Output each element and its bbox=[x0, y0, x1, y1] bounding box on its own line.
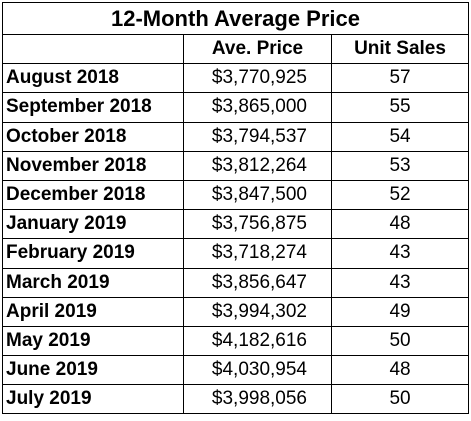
units-column-header: Unit Sales bbox=[330, 33, 470, 65]
table-row: October 2018 $3,794,537 54 bbox=[2, 121, 470, 152]
price-cell: $3,865,000 bbox=[183, 92, 332, 123]
units-cell: 57 bbox=[330, 63, 470, 94]
table-row: December 2018 $3,847,500 52 bbox=[2, 179, 470, 211]
units-cell: 43 bbox=[330, 267, 470, 298]
units-cell: 50 bbox=[330, 384, 470, 415]
table-row: August 2018 $3,770,925 57 bbox=[2, 63, 470, 94]
month-cell: August 2018 bbox=[2, 63, 184, 94]
table-title: 12-Month Average Price bbox=[1, 2, 470, 35]
units-cell: 52 bbox=[330, 179, 470, 211]
table-row: June 2019 $4,030,954 48 bbox=[2, 355, 470, 386]
price-column-header: Ave. Price bbox=[183, 33, 332, 65]
units-cell: 48 bbox=[330, 355, 470, 386]
table-row: July 2019 $3,998,056 50 bbox=[2, 384, 470, 415]
month-cell: December 2018 bbox=[2, 179, 184, 211]
month-cell: February 2019 bbox=[2, 238, 184, 269]
price-cell: $4,182,616 bbox=[183, 325, 332, 357]
price-cell: $3,794,537 bbox=[183, 121, 332, 152]
price-cell: $3,998,056 bbox=[183, 384, 332, 415]
month-cell: April 2019 bbox=[2, 296, 184, 327]
month-cell: January 2019 bbox=[2, 209, 184, 240]
units-cell: 54 bbox=[330, 121, 470, 152]
month-cell: March 2019 bbox=[2, 267, 184, 298]
table-row: January 2019 $3,756,875 48 bbox=[2, 209, 470, 240]
units-cell: 48 bbox=[330, 209, 470, 240]
price-cell: $4,030,954 bbox=[183, 355, 332, 386]
table-row: September 2018 $3,865,000 55 bbox=[2, 92, 470, 123]
table-row: May 2019 $4,182,616 50 bbox=[2, 325, 470, 357]
price-cell: $3,856,647 bbox=[183, 267, 332, 298]
price-cell: $3,994,302 bbox=[183, 296, 332, 327]
price-table: 12-Month Average Price Ave. Price Unit S… bbox=[1, 2, 470, 415]
month-cell: October 2018 bbox=[2, 121, 184, 152]
units-cell: 53 bbox=[330, 150, 470, 181]
price-cell: $3,812,264 bbox=[183, 150, 332, 181]
month-cell: June 2019 bbox=[2, 355, 184, 386]
month-cell: November 2018 bbox=[2, 150, 184, 181]
month-cell: September 2018 bbox=[2, 92, 184, 123]
price-cell: $3,770,925 bbox=[183, 63, 332, 94]
month-cell: July 2019 bbox=[2, 384, 184, 415]
month-cell: May 2019 bbox=[2, 325, 184, 357]
table-row: March 2019 $3,856,647 43 bbox=[2, 267, 470, 298]
table-row: November 2018 $3,812,264 53 bbox=[2, 150, 470, 181]
units-cell: 55 bbox=[330, 92, 470, 123]
price-cell: $3,756,875 bbox=[183, 209, 332, 240]
title-row: 12-Month Average Price bbox=[1, 2, 470, 35]
units-cell: 43 bbox=[330, 238, 470, 269]
price-cell: $3,847,500 bbox=[183, 179, 332, 211]
units-cell: 50 bbox=[330, 325, 470, 357]
table-row: April 2019 $3,994,302 49 bbox=[2, 296, 470, 327]
price-cell: $3,718,274 bbox=[183, 238, 332, 269]
month-column-header bbox=[2, 33, 184, 65]
units-cell: 49 bbox=[330, 296, 470, 327]
header-row: Ave. Price Unit Sales bbox=[2, 33, 470, 65]
table-row: February 2019 $3,718,274 43 bbox=[2, 238, 470, 269]
